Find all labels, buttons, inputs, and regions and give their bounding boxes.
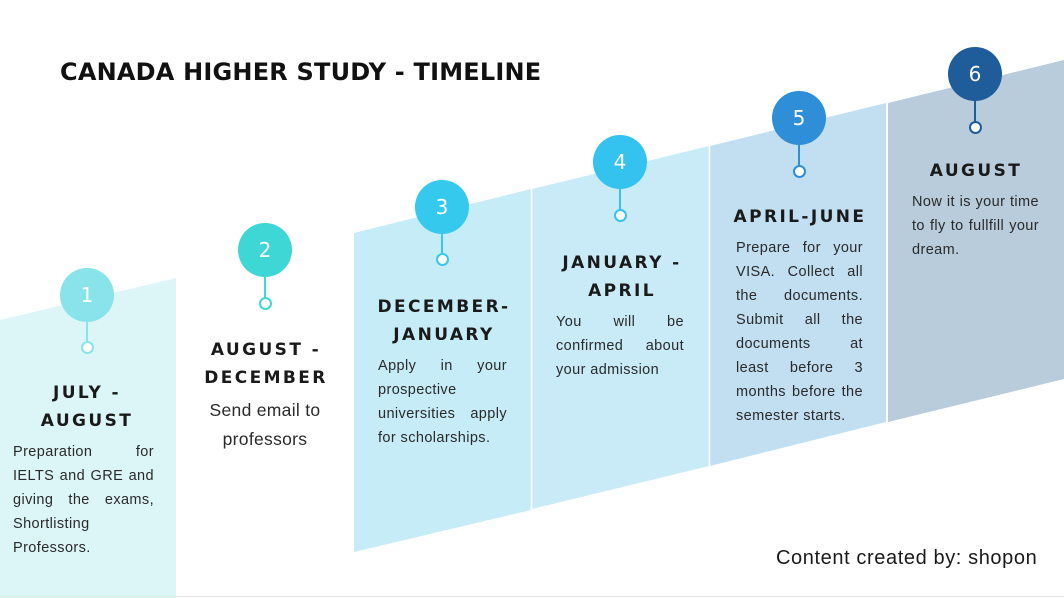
step-node-icon <box>792 165 806 178</box>
step-description: Apply in your prospective universities a… <box>378 358 507 446</box>
step-heading: APRIL-JUNE <box>714 203 886 231</box>
step-node-icon <box>968 121 982 134</box>
step-heading-line: APRIL <box>588 281 656 301</box>
step-number: 5 <box>792 106 806 130</box>
step-description: Now it is your time to fly to fullfill y… <box>912 194 1039 258</box>
step-connector <box>619 189 621 215</box>
step-heading: AUGUST <box>890 157 1062 185</box>
step-heading-line: JULY - <box>53 383 121 403</box>
step-number-badge: 5 <box>772 91 826 145</box>
step-connector <box>441 234 443 260</box>
step-number-badge: 4 <box>593 135 647 189</box>
step-description: Send email to professors <box>209 400 321 449</box>
step-number: 3 <box>435 195 449 219</box>
step-connector <box>264 277 266 303</box>
step-description: Prepare for your VISA. Collect all the d… <box>736 240 863 424</box>
step-node-icon <box>435 253 449 266</box>
step-connector <box>86 322 88 348</box>
band-step-1 <box>0 278 176 598</box>
step-heading: DECEMBER- JANUARY <box>358 293 530 349</box>
page-title: CANADA HIGHER STUDY - TIMELINE <box>60 58 542 86</box>
step-heading-line: AUGUST <box>929 161 1023 181</box>
step-heading-line: AUGUST - <box>210 340 322 360</box>
step-heading-line: DECEMBER- <box>377 297 511 317</box>
step-number-badge: 2 <box>238 223 292 277</box>
content-credit: Content created by: shopon <box>776 547 1038 569</box>
step-description: Preparation for IELTS and GRE and giving… <box>13 444 154 556</box>
band-step-6 <box>888 60 1064 422</box>
band-step-3 <box>354 189 531 552</box>
step-heading-line: JANUARY - <box>562 253 682 273</box>
step-node-icon <box>613 209 627 222</box>
step-number-badge: 3 <box>415 180 469 234</box>
step-heading: JANUARY - APRIL <box>536 249 708 305</box>
step-node-icon <box>258 297 272 310</box>
band-step-4 <box>532 146 709 509</box>
step-heading-line: JANUARY <box>393 325 495 345</box>
band-step-5 <box>710 103 886 466</box>
step-heading-line: DECEMBER <box>204 368 328 388</box>
step-heading: AUGUST - DECEMBER <box>180 336 352 392</box>
step-node-icon <box>80 341 94 354</box>
step-connector <box>798 145 800 171</box>
step-number: 1 <box>80 283 94 307</box>
step-heading: JULY - AUGUST <box>2 379 172 435</box>
step-number: 4 <box>613 150 627 174</box>
step-heading-line: AUGUST <box>40 411 134 431</box>
step-number: 6 <box>968 62 982 86</box>
step-number: 2 <box>258 238 272 262</box>
step-number-badge: 6 <box>948 47 1002 101</box>
step-heading-line: APRIL-JUNE <box>733 207 867 227</box>
step-description: You will be confirmed about your admissi… <box>556 314 684 378</box>
step-connector <box>974 101 976 127</box>
step-number-badge: 1 <box>60 268 114 322</box>
